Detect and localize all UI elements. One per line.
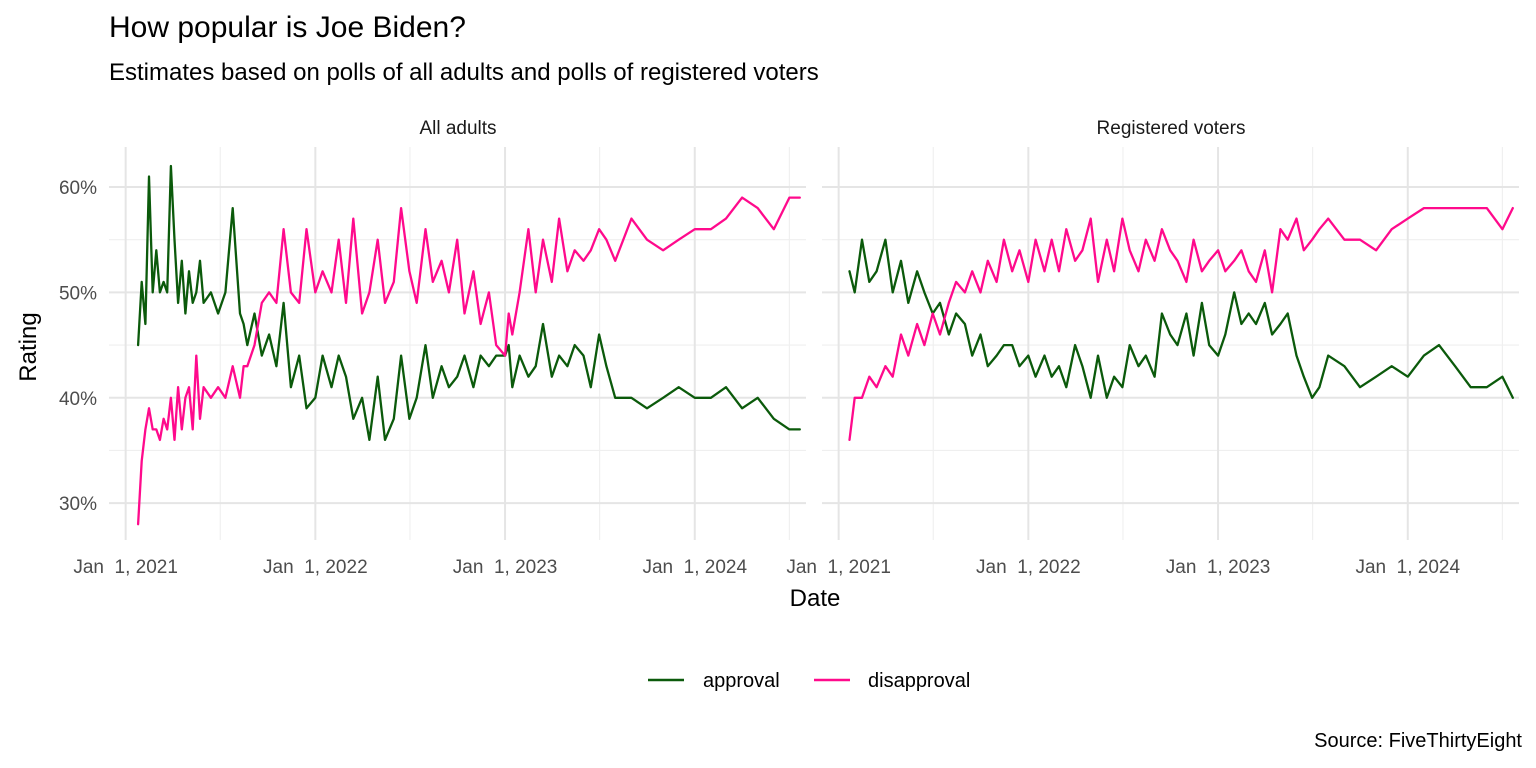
panel-registered-voters-series [848, 206, 1514, 442]
x-tick-label: Jan 1, 2021 [786, 557, 891, 578]
series-line-disapproval [136, 196, 801, 526]
chart-title: How popular is Joe Biden? [109, 11, 466, 44]
y-tick-label: 60% [59, 178, 97, 199]
series-line-approval [848, 238, 1514, 399]
x-axis: Jan 1, 2021 Jan 1, 2022 Jan 1, 2023 Jan 1, … [73, 557, 1460, 578]
chart-source: Source: FiveThirtyEight [1314, 730, 1522, 752]
panel-registered-voters: Registered voters [822, 118, 1519, 540]
panel-all-adults-strip-label: All adults [419, 118, 496, 139]
y-tick-label: 40% [59, 389, 97, 410]
panel-all-adults: All adults [109, 118, 806, 540]
panel-all-adults-grid [109, 147, 806, 540]
series-line-disapproval [848, 206, 1514, 442]
x-tick-label: Jan 1, 2023 [1166, 557, 1271, 578]
y-axis-title: Rating [15, 312, 42, 381]
series-line-approval [136, 164, 801, 442]
legend-label-approval: approval [703, 670, 780, 692]
x-tick-label: Jan 1, 2022 [263, 557, 368, 578]
y-tick-label: 50% [59, 283, 97, 304]
panel-registered-voters-strip-label: Registered voters [1097, 118, 1246, 139]
panel-registered-voters-grid [822, 147, 1519, 540]
x-tick-label: Jan 1, 2022 [976, 557, 1081, 578]
x-tick-label: Jan 1, 2023 [453, 557, 558, 578]
panel-all-adults-series [136, 164, 801, 526]
y-axis: 30% 40% 50% 60% [59, 178, 97, 515]
x-axis-title: Date [790, 585, 841, 612]
y-tick-label: 30% [59, 494, 97, 515]
x-tick-label: Jan 1, 2024 [642, 557, 747, 578]
chart-subtitle: Estimates based on polls of all adults a… [109, 59, 819, 86]
x-tick-label: Jan 1, 2021 [73, 557, 178, 578]
x-tick-label: Jan 1, 2024 [1355, 557, 1460, 578]
legend: approval disapproval [648, 670, 970, 692]
legend-label-disapproval: disapproval [868, 670, 970, 692]
